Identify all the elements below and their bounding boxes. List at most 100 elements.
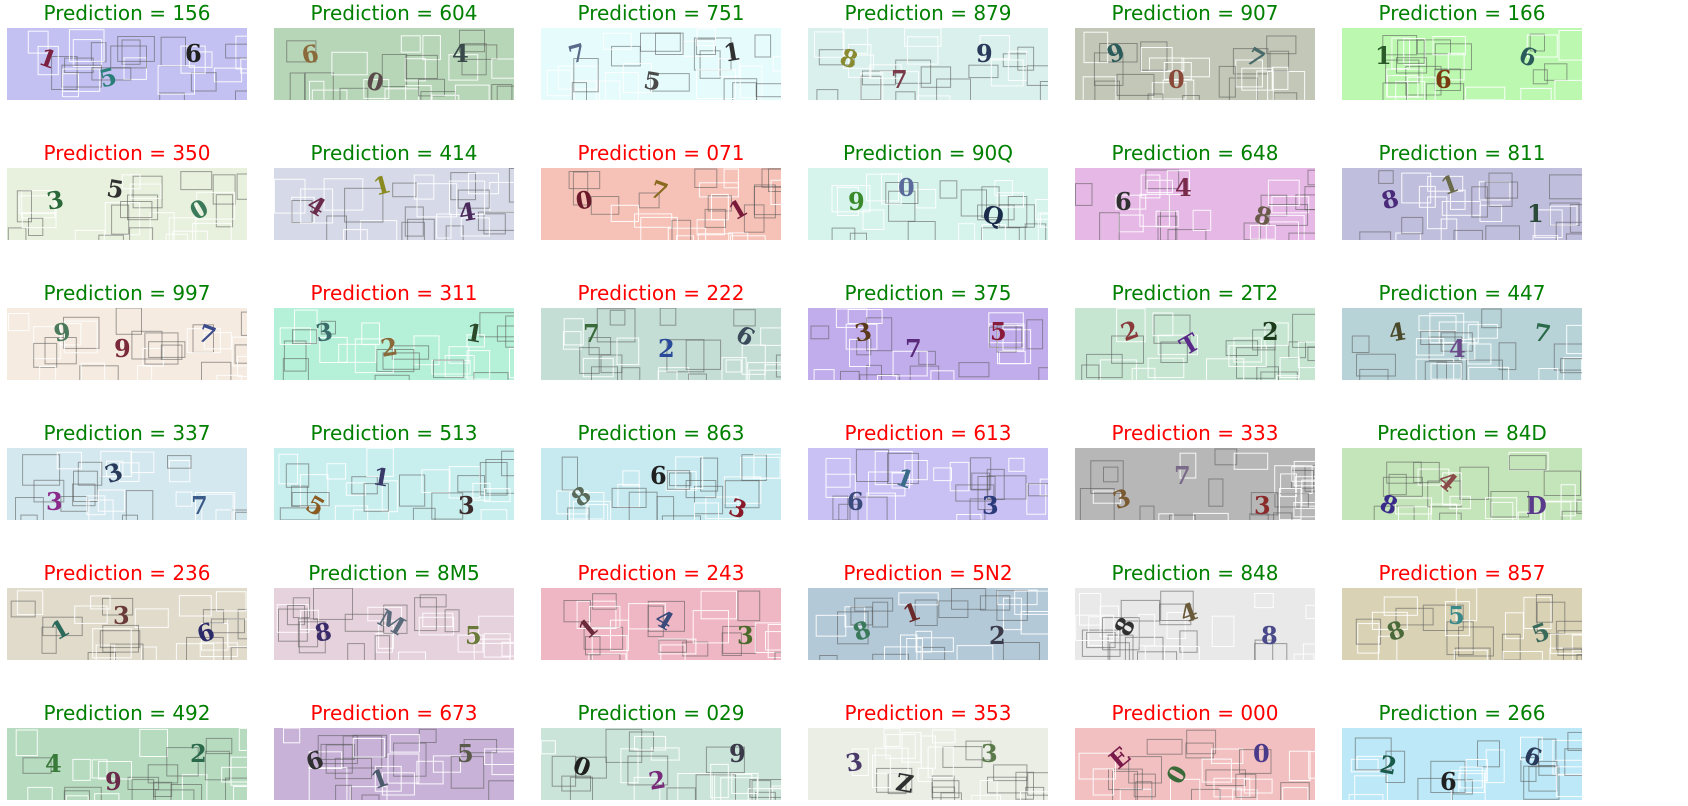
captcha-image: 6 0 4 (274, 28, 514, 100)
noise-box (884, 646, 922, 660)
noise-box (1232, 48, 1269, 75)
noise-box (459, 29, 485, 53)
prediction-cell: Prediction = 350 3 5 0 (7, 140, 247, 240)
noise-box (1112, 770, 1138, 800)
noise-box (501, 450, 514, 477)
noise-box (134, 608, 169, 628)
noise-box (165, 233, 189, 240)
noise-box (866, 317, 893, 352)
noise-box (16, 590, 44, 616)
noise-box (682, 641, 709, 657)
noise-box (344, 613, 384, 632)
noise-box (1039, 213, 1048, 228)
noise-box (1304, 465, 1315, 492)
noise-box (721, 357, 747, 380)
noise-box (292, 329, 318, 344)
noise-box (825, 473, 856, 498)
noise-box (569, 492, 605, 520)
noise-box (1128, 756, 1162, 784)
noise-box (347, 643, 365, 660)
noise-box (695, 38, 716, 55)
captcha-image: 3Z3 (808, 728, 1048, 800)
noise-box (1549, 647, 1574, 660)
noise-box (1432, 36, 1466, 56)
noise-box (1560, 484, 1576, 517)
noise-box (931, 775, 955, 793)
noise-box (86, 495, 106, 516)
noise-box (862, 209, 885, 230)
noise-box (1151, 82, 1187, 100)
captcha-glyph: 6 (1115, 187, 1132, 216)
noise-box (885, 182, 919, 204)
noise-box (694, 485, 724, 515)
noise-box (1145, 169, 1180, 190)
noise-box (1191, 788, 1221, 800)
noise-box (1477, 740, 1500, 768)
noise-box (1039, 81, 1048, 100)
noise-box (671, 219, 692, 240)
noise-box (236, 173, 247, 200)
noise-box (1092, 768, 1114, 796)
noise-box (431, 94, 460, 100)
noise-box (574, 80, 600, 100)
noise-box (1485, 497, 1518, 520)
noise-box (705, 746, 745, 774)
prediction-title: Prediction = 2T2 (1111, 281, 1279, 305)
noise-box (977, 204, 1015, 221)
noise-box (576, 600, 617, 629)
captcha-glyph: 9 (51, 316, 72, 347)
noise-box (381, 480, 398, 513)
noise-box (1166, 612, 1186, 639)
noise-box (37, 45, 59, 76)
noise-box (122, 514, 138, 520)
noise-box (1274, 493, 1309, 508)
prediction-cell: Prediction = 613 6 1 3 (808, 420, 1048, 520)
noise-box (1169, 514, 1196, 520)
noise-box (215, 509, 232, 520)
noise-box (483, 213, 506, 235)
noise-box (1146, 179, 1173, 194)
noise-box (700, 590, 738, 620)
noise-box (650, 73, 690, 92)
noise-box (700, 457, 719, 492)
noise-box (22, 454, 61, 486)
prediction-cell: Prediction = 90Q 9 0 Q (808, 140, 1048, 240)
prediction-title: Prediction = 236 (43, 561, 211, 585)
noise-box (940, 792, 962, 800)
captcha-glyph: 5 (105, 173, 126, 204)
noise-box (622, 470, 640, 487)
noise-box (205, 737, 233, 755)
noise-box (638, 192, 660, 209)
captcha-glyph: 3 (1254, 491, 1271, 520)
prediction-title: Prediction = 90Q (842, 141, 1014, 165)
noise-box (180, 171, 213, 191)
noise-box (366, 448, 394, 477)
noise-box (1099, 212, 1120, 240)
captcha-image: 156 (7, 28, 247, 100)
noise-box (1153, 314, 1191, 344)
captcha-glyph: 9 (114, 334, 131, 363)
noise-box (1415, 338, 1445, 356)
noise-box (1160, 341, 1188, 363)
noise-box (628, 731, 655, 752)
noise-box (561, 456, 579, 491)
noise-box (230, 509, 247, 520)
noise-box (326, 463, 347, 480)
noise-box (28, 217, 44, 236)
noise-box (765, 631, 781, 651)
noise-box (874, 747, 909, 774)
noise-box (400, 35, 421, 53)
noise-box (951, 588, 987, 610)
noise-box (1014, 590, 1048, 615)
noise-box (1307, 346, 1315, 362)
captcha-background (541, 28, 781, 100)
noise-box (1395, 232, 1421, 240)
noise-box (484, 748, 514, 765)
noise-box (313, 588, 353, 620)
noise-box (115, 308, 142, 335)
noise-box (1269, 50, 1290, 72)
noise-box (363, 483, 389, 512)
noise-box (120, 201, 153, 219)
noise-box (1555, 620, 1582, 651)
noise-box (1576, 499, 1582, 514)
